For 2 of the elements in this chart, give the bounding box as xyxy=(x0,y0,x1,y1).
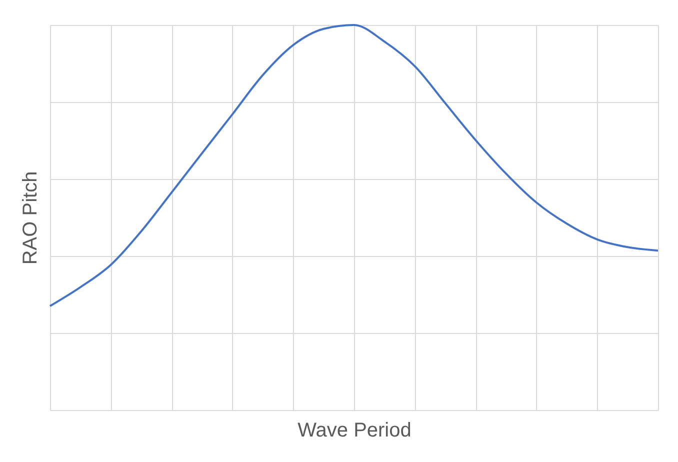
x-axis-title: Wave Period xyxy=(298,420,412,442)
y-axis-title: RAO Pitch xyxy=(20,171,42,265)
